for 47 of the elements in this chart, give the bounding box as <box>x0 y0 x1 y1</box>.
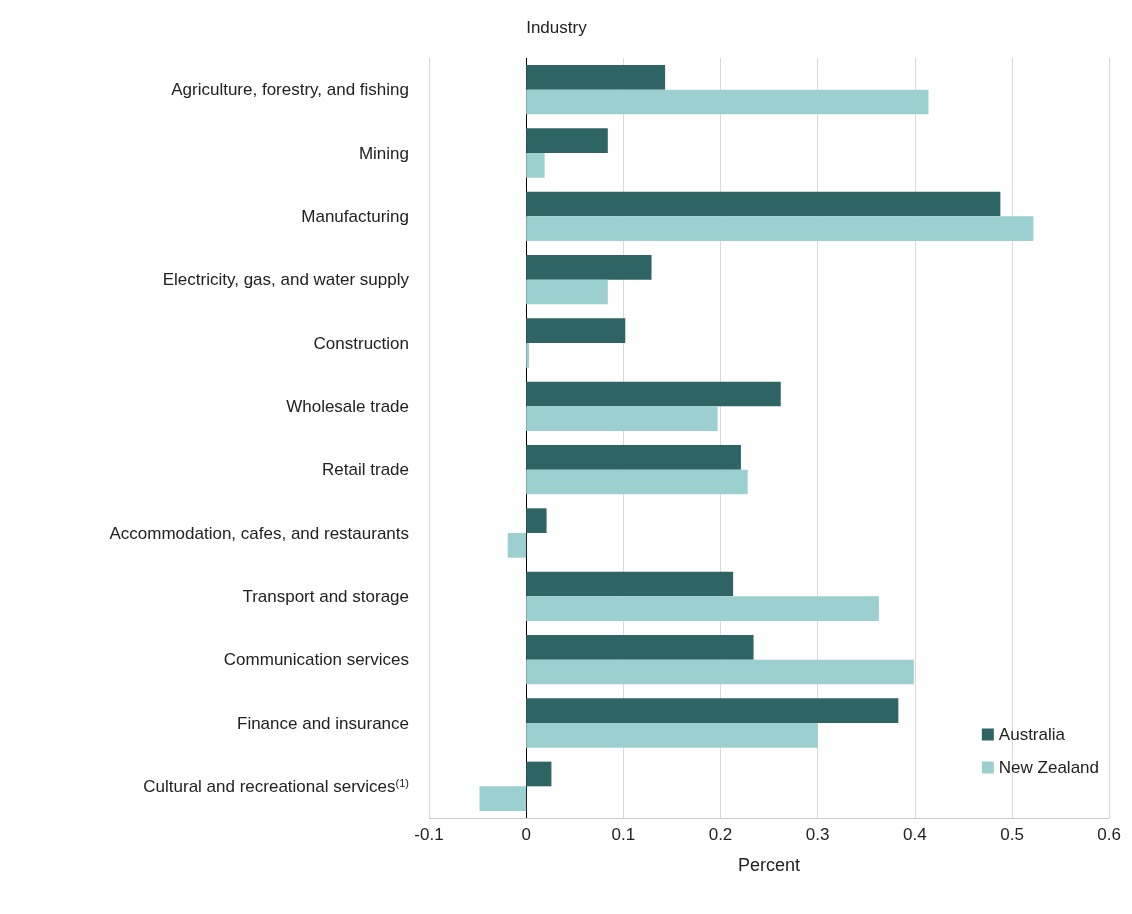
y-axis-title: Industry <box>526 18 588 37</box>
y-tick-label: Communication services <box>223 650 410 670</box>
bar <box>526 659 914 685</box>
bar <box>526 191 1001 217</box>
y-tick-label: Manufacturing <box>301 206 410 226</box>
bar <box>526 761 552 787</box>
y-tick-label: Electricity, gas, and water supply <box>162 270 410 290</box>
bar <box>526 469 748 495</box>
y-tick-label: Wholesale trade <box>286 396 409 416</box>
y-tick-label: Finance and insurance <box>237 713 410 733</box>
x-tick-label: 0.5 <box>1000 825 1024 844</box>
bar <box>526 381 781 407</box>
legend-label: New Zealand <box>998 758 1100 777</box>
x-tick-label: -0.1 <box>414 825 444 844</box>
bar <box>479 786 527 812</box>
y-tick-label: Transport and storage <box>242 586 410 606</box>
x-tick-label: 0.1 <box>611 825 636 844</box>
bar <box>526 216 1034 242</box>
x-tick-label: 0 <box>521 825 531 844</box>
bar <box>507 533 527 558</box>
bar <box>526 318 626 343</box>
x-tick-label: 0.6 <box>1097 825 1121 844</box>
bar <box>526 571 734 597</box>
bar <box>526 64 666 90</box>
y-tick-label: Accommodation, cafes, and restaurants <box>109 523 409 543</box>
y-tick-label: Construction <box>313 333 409 353</box>
x-tick-label: 0.4 <box>903 825 927 844</box>
x-axis-title: Percent <box>738 855 801 875</box>
bar <box>526 279 608 305</box>
bar <box>526 723 818 748</box>
bar <box>526 698 899 723</box>
bar <box>526 406 718 432</box>
legend-label: Australia <box>998 725 1066 744</box>
bar <box>526 128 608 153</box>
x-tick-label: 0.2 <box>708 825 733 844</box>
bar <box>526 343 530 368</box>
bar <box>526 444 741 470</box>
y-tick-label: Retail trade <box>322 460 409 480</box>
x-tick-label: 0.3 <box>805 825 830 844</box>
bar <box>526 153 545 178</box>
bar <box>526 508 547 533</box>
bar <box>526 596 879 622</box>
bar <box>526 634 754 660</box>
bar <box>526 254 652 280</box>
y-tick-label: Agriculture, forestry, and fishing <box>171 80 409 100</box>
bar <box>526 89 929 115</box>
y-tick-label: Mining <box>358 143 410 163</box>
